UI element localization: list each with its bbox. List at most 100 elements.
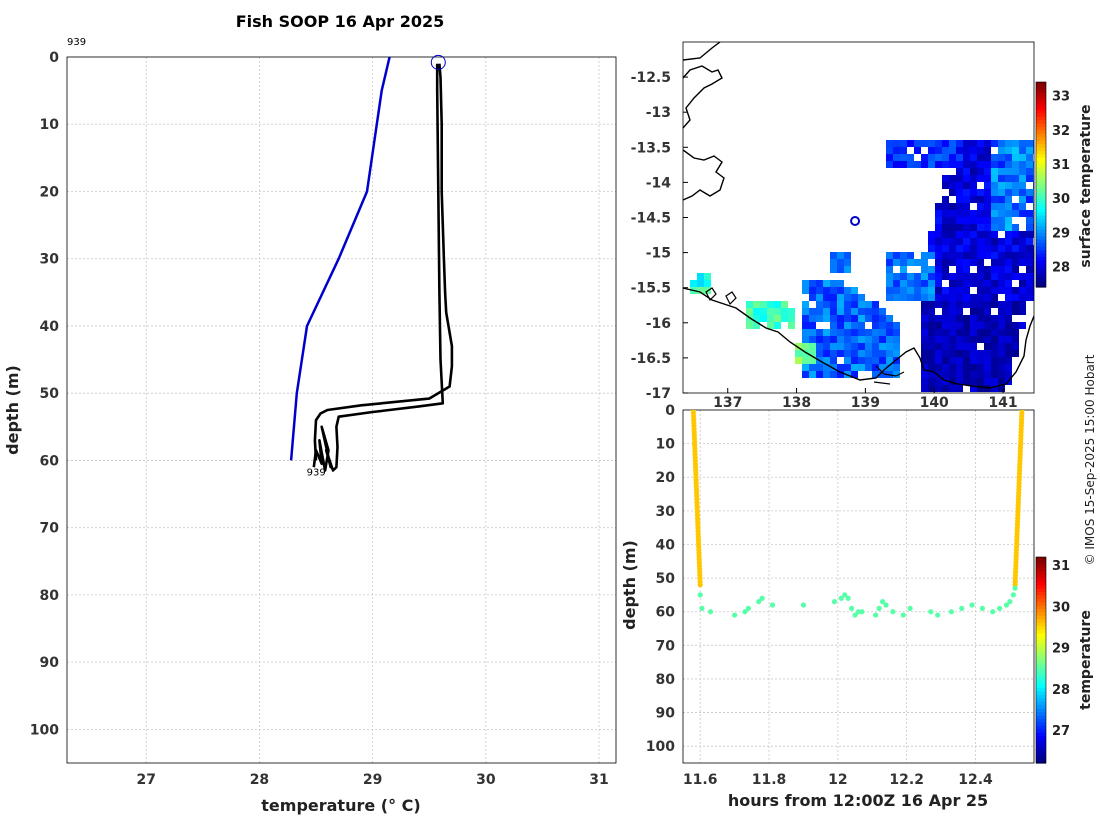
- sst-cell: [1033, 280, 1034, 287]
- sst-cell: [984, 322, 991, 329]
- sst-cell: [921, 259, 928, 266]
- sst-cell: [1026, 217, 1033, 224]
- map-x-tick: 141: [988, 395, 1017, 411]
- sst-cell: [935, 210, 942, 217]
- sst-cell: [823, 343, 830, 350]
- map-colorbar-segment: [1036, 191, 1046, 196]
- bottom-point: [1003, 602, 1010, 608]
- sst-cell: [956, 336, 963, 343]
- sst-cell: [837, 343, 844, 350]
- sst-cell: [900, 266, 907, 273]
- sst-cell: [970, 252, 977, 259]
- sst-cell: [991, 371, 998, 378]
- sst-cell: [970, 147, 977, 154]
- map-colorbar-segment: [1036, 102, 1046, 107]
- sst-cell: [977, 315, 984, 322]
- bottom-point: [707, 609, 714, 615]
- sst-cell: [935, 301, 942, 308]
- sst-cell: [928, 294, 935, 301]
- page-title: Fish SOOP 16 Apr 2025: [236, 12, 445, 31]
- sst-heatmap: [690, 140, 1034, 392]
- sst-cell: [809, 315, 816, 322]
- sst-cell: [704, 273, 711, 280]
- sst-cell: [830, 301, 837, 308]
- sst-cell: [907, 259, 914, 266]
- sst-cell: [872, 364, 879, 371]
- sst-cell: [830, 329, 837, 336]
- map-y-tick: -14.5: [631, 211, 671, 227]
- sst-cell: [991, 203, 998, 210]
- bottom-point: [979, 605, 985, 611]
- sst-cell: [956, 252, 963, 259]
- timedepth-y-tick: 70: [656, 638, 676, 654]
- sst-cell: [998, 329, 1005, 336]
- sst-cell: [893, 147, 900, 154]
- sst-cell: [949, 371, 956, 378]
- sst-cell: [753, 322, 760, 329]
- sst-cell: [977, 252, 984, 259]
- sst-cell: [1012, 259, 1019, 266]
- sst-cell: [991, 385, 998, 392]
- sst-cell: [767, 308, 774, 315]
- sst-cell: [935, 287, 942, 294]
- sst-cell: [781, 301, 788, 308]
- sst-cell: [963, 175, 970, 182]
- sst-cell: [844, 364, 851, 371]
- profile-y-label: depth (m): [3, 365, 22, 455]
- sst-cell: [935, 266, 942, 273]
- sst-cell: [970, 322, 977, 329]
- sst-cell: [823, 287, 830, 294]
- sst-cell: [935, 252, 942, 259]
- sst-cell: [942, 315, 949, 322]
- profile-grid: [67, 56, 616, 763]
- sst-cell: [984, 245, 991, 252]
- timedepth-colorbar-segment: [1036, 656, 1046, 661]
- sst-cell: [802, 322, 809, 329]
- sst-cell: [949, 161, 956, 168]
- sst-cell: [837, 350, 844, 357]
- profile-id-top: 939: [67, 37, 86, 48]
- sst-cell: [942, 196, 949, 203]
- sst-cell: [977, 308, 984, 315]
- timedepth-colorbar-segment: [1036, 632, 1046, 637]
- sst-cell: [963, 259, 970, 266]
- sst-cell: [970, 238, 977, 245]
- sst-cell: [1019, 168, 1026, 175]
- sst-cell: [1012, 294, 1019, 301]
- sst-cell: [963, 210, 970, 217]
- sst-cell: [1019, 238, 1026, 245]
- sst-cell: [858, 315, 865, 322]
- map-colorbar-segment: [1036, 119, 1046, 124]
- bottom-point: [876, 605, 882, 611]
- sst-cell: [1019, 231, 1026, 238]
- sst-cell: [1026, 280, 1033, 287]
- sst-cell: [991, 343, 998, 350]
- timedepth-colorbar-frame: [1035, 556, 1047, 764]
- sst-cell: [991, 273, 998, 280]
- sst-cell: [1019, 259, 1026, 266]
- sst-cell: [949, 140, 956, 147]
- bottom-point: [996, 605, 1003, 611]
- sst-cell: [963, 140, 970, 147]
- sst-cell: [893, 252, 900, 259]
- sst-cell: [851, 322, 858, 329]
- sst-cell: [1005, 371, 1012, 378]
- map-colorbar-tick: 31: [1052, 158, 1070, 173]
- sst-cell: [802, 357, 809, 364]
- sst-cell: [823, 371, 830, 378]
- sst-cell: [1026, 259, 1033, 266]
- sst-cell: [788, 322, 795, 329]
- sst-cell: [1019, 308, 1026, 315]
- profile-y-tick: 50: [40, 386, 60, 402]
- sst-cell: [991, 350, 998, 357]
- map-panel: 137 138 139 140 141 -12.5 -13 -13.5 -14 -14.5 -15…: [631, 41, 1094, 411]
- sst-cell: [1005, 175, 1012, 182]
- timedepth-colorbar-segment: [1036, 615, 1046, 620]
- sst-cell: [802, 308, 809, 315]
- sst-cell: [998, 154, 1005, 161]
- bottom-point: [831, 599, 838, 605]
- map-colorbar-segment: [1036, 266, 1046, 271]
- bottom-point: [859, 609, 865, 615]
- sst-cell: [1005, 301, 1012, 308]
- sst-cell: [1019, 147, 1026, 154]
